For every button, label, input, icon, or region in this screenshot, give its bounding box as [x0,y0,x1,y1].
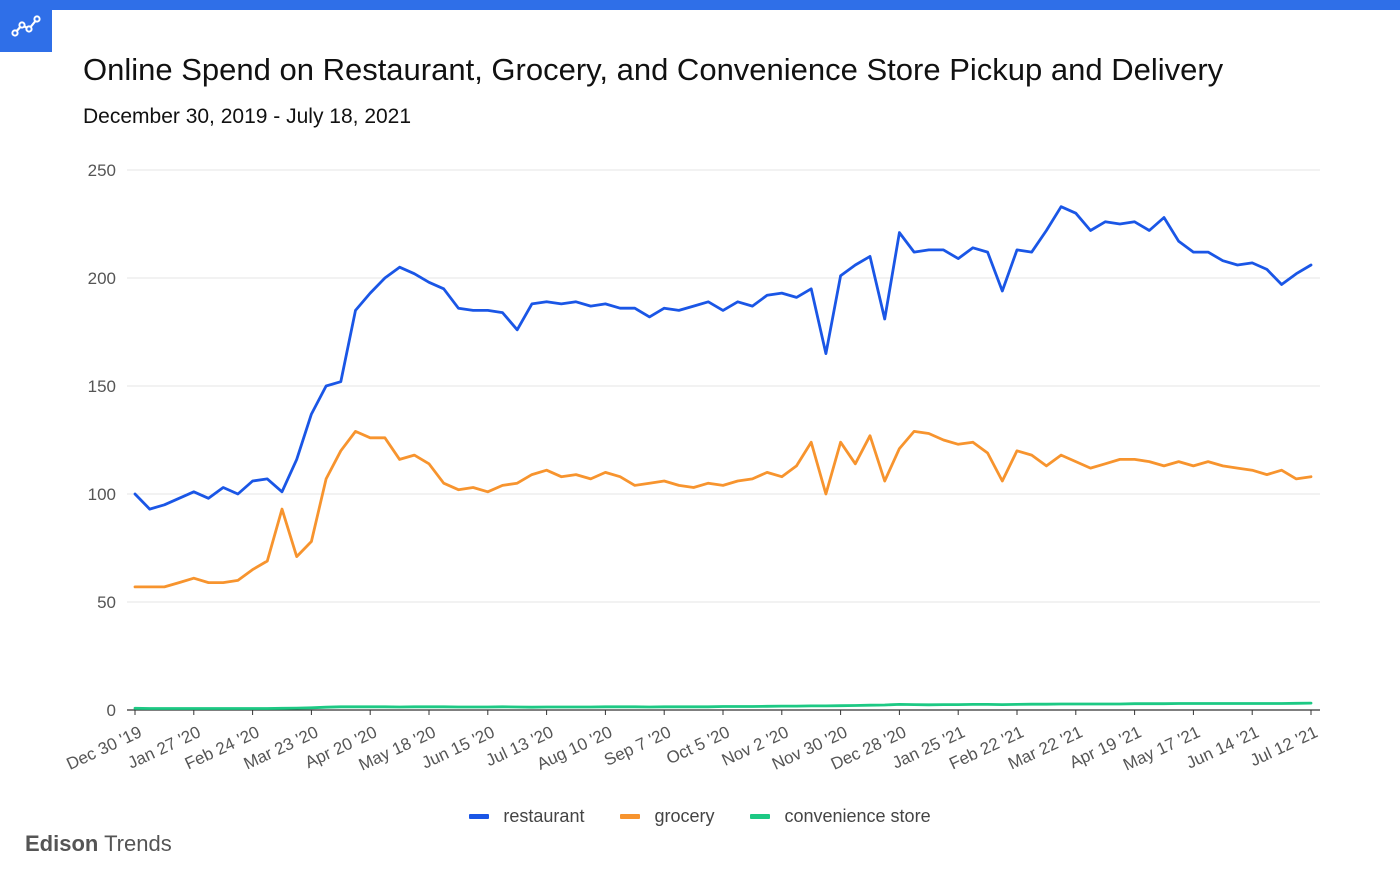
gridlines [127,169,1320,711]
trend-line-icon [11,15,41,37]
y-tick-label: 200 [88,269,116,288]
legend-swatch-grocery [620,814,641,819]
legend-label-restaurant: restaurant [503,806,585,826]
y-tick-label: 0 [107,701,116,720]
y-tick-label: 150 [88,377,116,396]
series-lines [133,205,1313,710]
chart-title: Online Spend on Restaurant, Grocery, and… [83,52,1224,87]
series-line-convenience-store[interactable] [133,701,1313,710]
x-tick-label: Sep 7 '20 [601,722,674,769]
brand-name-bold: Edison [25,831,99,856]
series-line-grocery[interactable] [133,429,1313,589]
y-tick-label: 50 [97,593,116,612]
legend-swatch-convenience-store [750,814,771,819]
series-line-restaurant[interactable] [133,205,1313,511]
brand-logo[interactable]: Edison Trends [25,831,172,857]
legend-item-restaurant[interactable]: restaurant [469,806,584,827]
y-axis-ticks: 0 50 100 150 200 250 [88,161,116,720]
legend: restaurant grocery convenience store [0,806,1400,827]
chart-subtitle: December 30, 2019 - July 18, 2021 [83,105,412,128]
x-tick-label: Jul 12 '21 [1247,722,1321,770]
legend-label-convenience-store: convenience store [784,806,931,826]
y-tick-label: 250 [88,161,116,180]
logo-badge[interactable] [0,0,52,52]
brand-name-light: Trends [104,831,172,856]
y-tick-label: 100 [88,485,116,504]
legend-item-convenience-store[interactable]: convenience store [750,806,931,827]
legend-item-grocery[interactable]: grocery [620,806,714,827]
top-accent-bar [0,0,1400,10]
legend-label-grocery: grocery [654,806,715,826]
legend-swatch-restaurant [469,814,490,819]
